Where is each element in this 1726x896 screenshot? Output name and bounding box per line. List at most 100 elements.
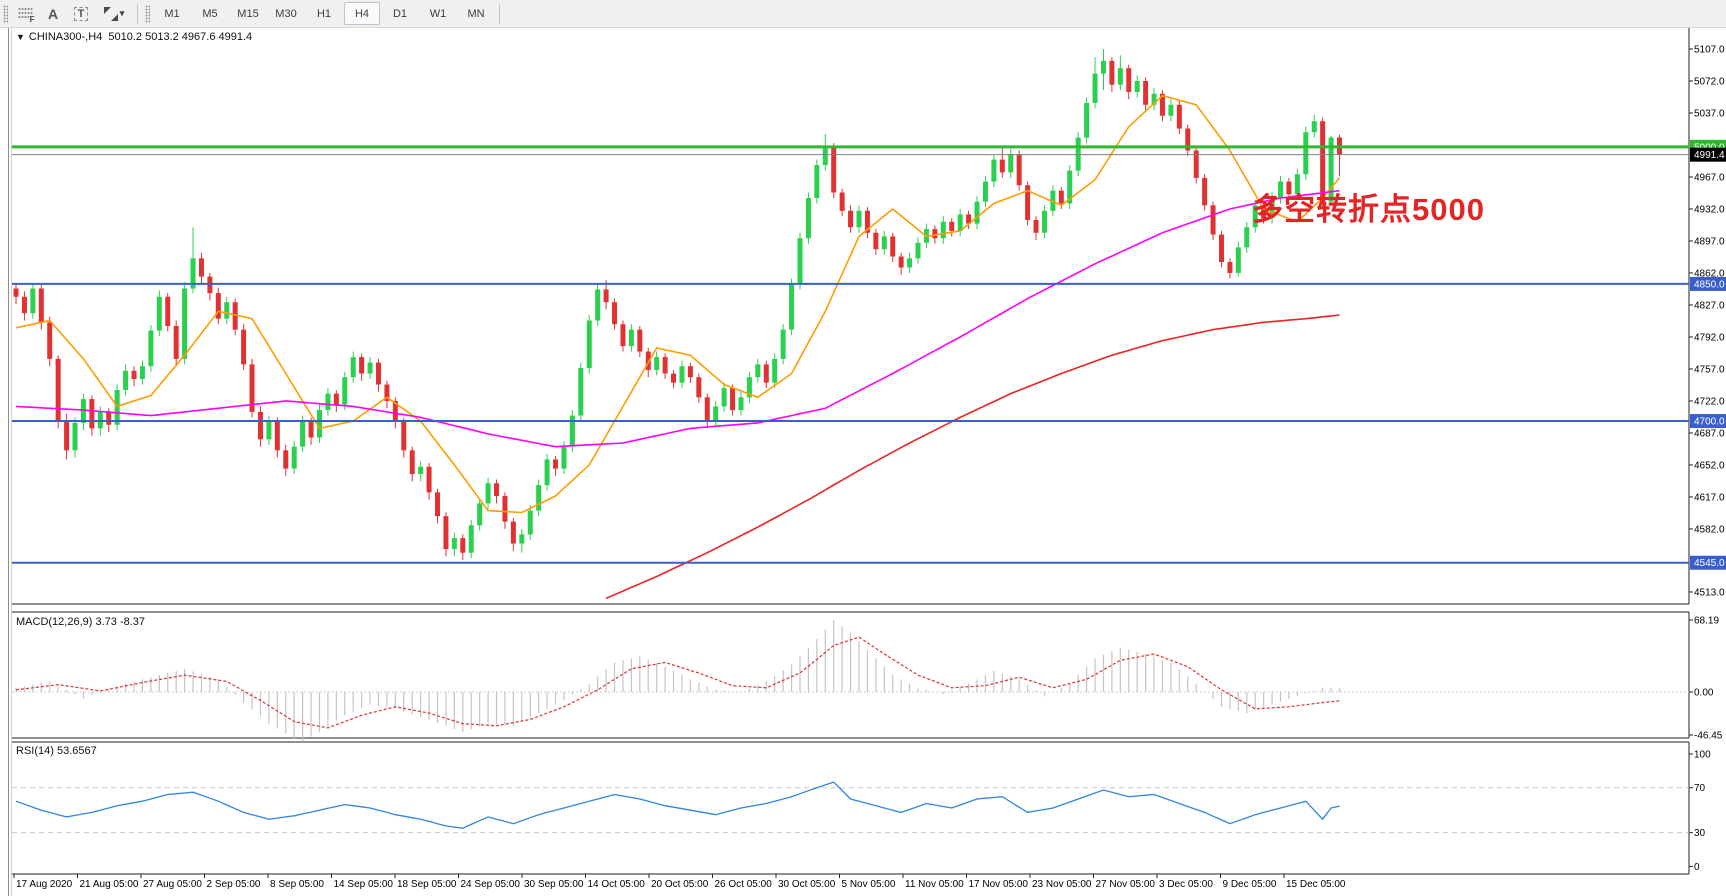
svg-text:4652.0: 4652.0 (1694, 460, 1725, 471)
time-label: 17 Nov 05:00 (969, 879, 1029, 890)
macd-axis[interactable]: 68.19 0.00 -46.45 (1689, 615, 1723, 742)
macd-signal-line (15, 636, 1340, 729)
svg-text:68.19: 68.19 (1694, 615, 1719, 626)
ma-slow-red (605, 314, 1340, 600)
time-label: 9 Dec 05:00 (1223, 879, 1277, 890)
price-axis[interactable]: 5107.0 5072.0 5037.0 4967.0 4932.0 4897.0 4862… (1689, 45, 1726, 599)
svg-text:100: 100 (1694, 750, 1711, 761)
svg-text:4862.0: 4862.0 (1694, 268, 1725, 279)
svg-text:4792.0: 4792.0 (1694, 332, 1725, 343)
macd-panel (12, 619, 1689, 742)
price-badge-4700.0 (1690, 414, 1726, 429)
time-label: 27 Aug 05:00 (143, 879, 202, 890)
rsi-panel (12, 781, 1689, 834)
ma-mid-magenta (15, 189, 1340, 448)
window-frame-left-inner (11, 27, 12, 896)
svg-text:5107.0: 5107.0 (1694, 45, 1725, 56)
timeframe-button-d1[interactable]: D1 (392, 7, 408, 20)
time-label: 17 Aug 2020 (16, 879, 73, 890)
toolbar-separator2 (499, 3, 500, 24)
time-axis[interactable]: 17 Aug 2020 21 Aug 05:00 27 Aug 05:00 2 Sep… (13, 874, 1346, 890)
svg-text:4582.0: 4582.0 (1694, 524, 1725, 535)
chart-ohlc-values: 5010.2 5013.2 4967.6 4991.4 (108, 31, 253, 43)
svg-text:4850.0: 4850.0 (1694, 279, 1725, 290)
toolbar-grip-icon[interactable] (3, 4, 8, 23)
rsi-value: 53.6567 (56, 745, 97, 757)
time-label: 15 Dec 05:00 (1286, 879, 1346, 890)
svg-text:4545.0: 4545.0 (1694, 558, 1725, 569)
time-label: 30 Oct 05:00 (778, 879, 836, 890)
svg-text:4897.0: 4897.0 (1694, 236, 1725, 247)
timeframe-button-m1[interactable]: M1 (164, 7, 180, 20)
time-label: 24 Sep 05:00 (461, 879, 521, 890)
svg-text:4513.0: 4513.0 (1694, 587, 1725, 598)
time-label: 18 Sep 05:00 (397, 879, 457, 890)
svg-text:4967.0: 4967.0 (1694, 172, 1725, 183)
time-label: 5 Nov 05:00 (842, 879, 896, 890)
rsi-line (15, 781, 1340, 829)
time-label: 2 Sep 05:00 (207, 879, 261, 890)
objects-tools-icon[interactable]: ▾ (95, 2, 133, 26)
text-label-tool-icon[interactable]: T (67, 2, 95, 26)
timeframe-button-mn[interactable]: MN (467, 7, 485, 20)
window-frame-left (8, 27, 9, 896)
fibonacci-tool-icon[interactable]: F (11, 2, 39, 26)
panel-borders (12, 28, 1690, 875)
time-label: 30 Sep 05:00 (524, 879, 584, 890)
svg-text:4991.4: 4991.4 (1694, 150, 1725, 161)
chart-symbol-period: CHINA300-,H4 (28, 31, 103, 43)
svg-text:5037.0: 5037.0 (1694, 108, 1725, 119)
rsi-indicator-label: RSI(14) 53.6567 (16, 745, 97, 757)
rsi-axis[interactable]: 100 70 30 0 (1689, 750, 1711, 873)
toolbar-grip2-icon[interactable] (145, 4, 150, 23)
svg-text:4932.0: 4932.0 (1694, 204, 1725, 215)
ma-fast-orange (15, 94, 1341, 514)
price-levels-layer[interactable] (12, 145, 1689, 564)
svg-text:5072.0: 5072.0 (1694, 76, 1725, 87)
svg-text:4687.0: 4687.0 (1694, 428, 1725, 439)
time-label: 20 Oct 05:00 (651, 879, 709, 890)
time-label: 8 Sep 05:00 (270, 879, 324, 890)
svg-text:4722.0: 4722.0 (1694, 396, 1725, 407)
chart-title: ▼ CHINA300-,H4 5010.2 5013.2 4967.6 4991.… (16, 31, 252, 43)
toolbar-separator (137, 3, 138, 24)
drawing-tools-group: F A T ▾ (11, 2, 133, 26)
time-label: 3 Dec 05:00 (1159, 879, 1213, 890)
timeframe-button-h1[interactable]: H1 (316, 7, 332, 20)
timeframe-button-m15[interactable]: M15 (237, 7, 259, 20)
timeframe-button-w1[interactable]: W1 (429, 7, 447, 20)
time-label: 14 Oct 05:00 (588, 879, 646, 890)
time-label: 11 Nov 05:00 (905, 879, 964, 890)
time-label: 26 Oct 05:00 (715, 879, 773, 890)
moving-averages-layer (15, 94, 1341, 600)
svg-text:4757.0: 4757.0 (1694, 364, 1725, 375)
svg-text:70: 70 (1694, 783, 1706, 794)
timeframe-button-m5[interactable]: M5 (202, 7, 218, 20)
timeframes-toolbar: M1 M5 M15 M30 H1 H4 D1 W1 MN (153, 0, 495, 27)
svg-text:0: 0 (1694, 862, 1700, 873)
candles-layer (13, 49, 1343, 561)
time-label: 23 Nov 05:00 (1032, 879, 1092, 890)
time-label: 14 Sep 05:00 (334, 879, 394, 890)
svg-text:4617.0: 4617.0 (1694, 492, 1725, 503)
price-badge-4991.4 (1690, 147, 1726, 162)
chart-menu-icon[interactable]: ▼ (16, 32, 25, 42)
timeframe-button-m30[interactable]: M30 (275, 7, 297, 20)
timeframe-button-h4[interactable]: H4 (344, 2, 380, 25)
macd-name: MACD(12,26,9) (16, 616, 93, 628)
price-badge-4545.0 (1690, 555, 1726, 570)
svg-text:4827.0: 4827.0 (1694, 300, 1725, 311)
svg-text:-46.45: -46.45 (1694, 731, 1723, 742)
svg-text:4700.0: 4700.0 (1694, 417, 1725, 428)
top-toolbar: F A T ▾ M1 M5 M15 M30 H1 H4 D1 W1 MN (0, 0, 1726, 28)
time-label: 27 Nov 05:00 (1096, 879, 1156, 890)
price-badge-4850.0 (1690, 276, 1726, 291)
macd-values: 3.73 -8.37 (95, 616, 146, 628)
text-a-tool-icon[interactable]: A (47, 5, 59, 22)
rsi-name: RSI(14) (16, 745, 54, 757)
svg-text:0.00: 0.00 (1694, 688, 1714, 699)
chart-text-annotation[interactable]: 多空转折点5000 (1252, 192, 1485, 227)
time-label: 21 Aug 05:00 (80, 879, 139, 890)
